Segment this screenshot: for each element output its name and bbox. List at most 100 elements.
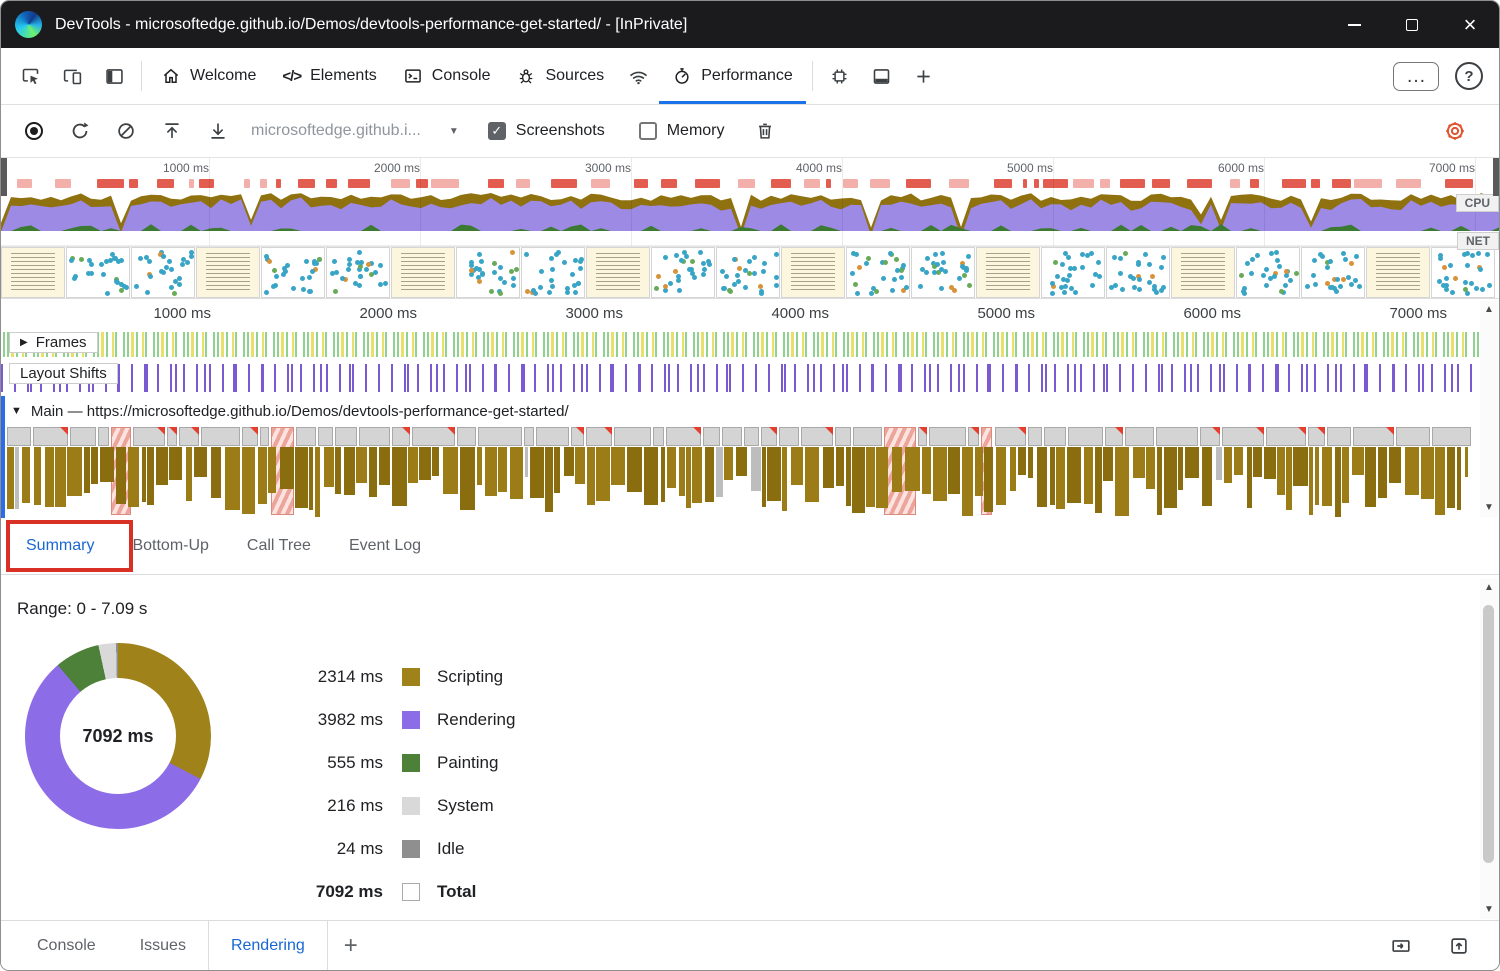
flame-bar (679, 447, 685, 496)
screenshot-thumbnail[interactable] (131, 247, 195, 298)
screenshot-thumbnail[interactable] (66, 247, 130, 298)
dock-panel-button[interactable] (1385, 930, 1417, 962)
tab-console[interactable]: Console (390, 48, 504, 104)
screenshot-thumbnail[interactable] (846, 247, 910, 298)
screenshot-thumbnail[interactable] (261, 247, 325, 298)
frames-track[interactable]: ▶ Frames (1, 329, 1499, 360)
screenshot-thumbnail[interactable] (651, 247, 715, 298)
scroll-up-icon[interactable]: ▲ (1484, 582, 1494, 593)
timeline-overview[interactable]: 1000 ms 2000 ms 3000 ms 4000 ms 5000 ms 6000 … (1, 158, 1499, 299)
screenshot-thumbnail[interactable] (911, 247, 975, 298)
add-panel-button[interactable] (903, 48, 945, 104)
timeline-scrollbar[interactable]: ▲ ▼ (1480, 301, 1498, 517)
save-profile-button[interactable] (195, 111, 241, 151)
task-bar (917, 427, 928, 446)
tab-welcome[interactable]: Welcome (148, 48, 269, 104)
help-button[interactable]: ? (1455, 62, 1483, 90)
more-options-button[interactable]: … (1393, 61, 1439, 91)
screenshots-checkbox[interactable]: ✓ Screenshots (487, 122, 605, 140)
add-drawer-tab-button[interactable]: + (344, 933, 358, 958)
screenshot-thumbnail[interactable] (521, 247, 585, 298)
long-task-triangle-icon (603, 427, 612, 435)
screenshot-thumbnail[interactable] (391, 247, 455, 298)
frames-track-header[interactable]: ▶ Frames (9, 332, 98, 353)
minimize-button[interactable] (1325, 1, 1383, 48)
task-bar (834, 427, 852, 446)
long-task-triangle-icon (1385, 427, 1394, 435)
main-thread-header[interactable]: ▼ Main — https://microsoftedge.github.io… (5, 396, 1499, 426)
device-emulation-button[interactable] (51, 48, 93, 104)
garbage-collect-button[interactable] (742, 111, 788, 151)
tab-event-log[interactable]: Event Log (330, 518, 440, 574)
summary-scrollbar[interactable]: ▲ ▼ (1480, 579, 1498, 919)
summary-donut-chart[interactable]: 7092 ms (25, 643, 211, 829)
window-title: DevTools - microsoftedge.github.io/Demos… (55, 15, 688, 33)
tab-summary[interactable]: Summary (7, 518, 113, 574)
overview-left-handle[interactable] (1, 158, 7, 196)
screenshot-thumbnail[interactable] (586, 247, 650, 298)
legend-swatch (402, 839, 420, 858)
scroll-up-icon[interactable]: ▲ (1484, 304, 1494, 315)
record-button[interactable] (11, 111, 57, 151)
screenshot-thumbnail[interactable] (196, 247, 260, 298)
tab-sources[interactable]: Sources (503, 48, 617, 104)
tab-elements[interactable]: </> Elements (269, 48, 389, 104)
flame-bar (524, 447, 529, 477)
tab-call-tree[interactable]: Call Tree (228, 518, 330, 574)
tab-label: Sources (545, 67, 605, 84)
overview-right-handle[interactable] (1493, 158, 1499, 196)
screenshot-thumbnail[interactable] (1041, 247, 1105, 298)
long-task-marker (1310, 179, 1320, 188)
flame-bar (147, 447, 155, 505)
screenshot-thumbnail[interactable] (976, 247, 1040, 298)
screenshot-thumbnail[interactable] (1236, 247, 1300, 298)
expand-drawer-button[interactable] (1443, 930, 1475, 962)
task-bar (853, 427, 883, 446)
screenshot-thumbnail[interactable] (716, 247, 780, 298)
chevron-down-icon: ▼ (448, 125, 459, 137)
layout-panel-button[interactable] (861, 48, 903, 104)
screenshot-thumbnail[interactable] (1106, 247, 1170, 298)
legend-row: 216 ms System (295, 784, 515, 827)
screenshot-thumbnail[interactable] (1366, 247, 1430, 298)
drawer-tab-issues[interactable]: Issues (118, 921, 208, 970)
long-task-marker (1281, 179, 1306, 188)
load-profile-button[interactable] (149, 111, 195, 151)
task-bar (7, 427, 32, 446)
screenshot-thumbnail[interactable] (1171, 247, 1235, 298)
layout-shifts-track-header[interactable]: Layout Shifts (9, 363, 118, 384)
flame-bar (33, 447, 42, 506)
clear-recording-button[interactable] (103, 111, 149, 151)
profile-history-select[interactable]: microsoftedge.github.i... ▼ (251, 122, 459, 140)
flame-bar (83, 447, 90, 494)
cpu-throttle-button[interactable] (819, 48, 861, 104)
long-task-triangle-icon (1211, 427, 1220, 435)
capture-settings-button[interactable] (1435, 111, 1475, 151)
tab-performance[interactable]: Performance (659, 48, 806, 104)
screenshot-thumbnail[interactable] (1, 247, 65, 298)
tab-bottom-up[interactable]: Bottom-Up (113, 518, 227, 574)
inspect-element-button[interactable] (9, 48, 51, 104)
dock-side-button[interactable] (93, 48, 135, 104)
screenshot-thumbnail[interactable] (781, 247, 845, 298)
flame-bar (1202, 447, 1213, 507)
screenshot-thumbnail[interactable] (1431, 247, 1495, 298)
scroll-down-icon[interactable]: ▼ (1484, 904, 1494, 915)
flame-bar (643, 447, 658, 505)
reload-and-record-button[interactable] (57, 111, 103, 151)
network-conditions-button[interactable] (617, 48, 659, 104)
drawer-tab-console[interactable]: Console (15, 921, 118, 970)
close-button[interactable]: × (1441, 1, 1499, 48)
screenshot-thumbnail[interactable] (456, 247, 520, 298)
drawer-tab-rendering[interactable]: Rendering (207, 921, 328, 970)
flame-bar (442, 447, 459, 494)
maximize-button[interactable] (1383, 1, 1441, 48)
scroll-down-icon[interactable]: ▼ (1484, 502, 1494, 513)
layout-shifts-track[interactable]: Layout Shifts (1, 360, 1499, 396)
main-thread-track[interactable]: ▼ Main — https://microsoftedge.github.io… (1, 396, 1499, 518)
screenshot-thumbnail[interactable] (326, 247, 390, 298)
memory-checkbox[interactable]: Memory (638, 122, 725, 140)
screenshot-thumbnail[interactable] (1301, 247, 1365, 298)
scrollbar-thumb[interactable] (1483, 605, 1494, 863)
flame-chart[interactable] (5, 426, 1499, 518)
